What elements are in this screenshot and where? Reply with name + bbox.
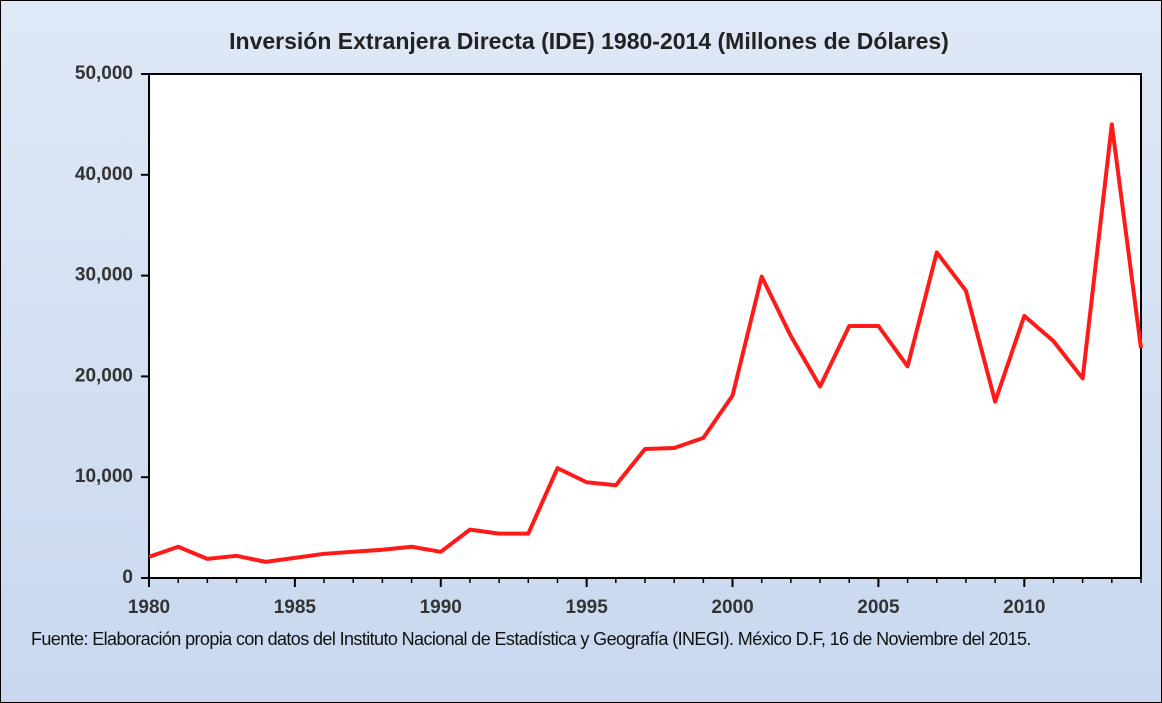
y-tick-label: 10,000 [75, 466, 133, 487]
plot-area [148, 73, 1142, 579]
y-tick-label: 30,000 [75, 265, 133, 286]
y-tick-label: 20,000 [75, 365, 133, 386]
x-tick-label: 1980 [128, 597, 170, 618]
chart-title: Inversión Extranjera Directa (IDE) 1980-… [229, 28, 949, 54]
x-tick-label: 1995 [566, 597, 609, 618]
data-line [148, 122, 1143, 564]
x-tick-label: 1990 [420, 597, 462, 618]
y-tick-label: 50,000 [75, 63, 133, 84]
x-tick-label: 2000 [711, 597, 753, 618]
y-tick-label: 40,000 [75, 164, 133, 185]
x-tick-label: 2005 [857, 597, 900, 618]
y-tick-label: 0 [122, 567, 133, 588]
source-note: Fuente: Elaboración propia con datos del… [31, 629, 1031, 649]
x-tick-label: 2010 [1003, 597, 1045, 618]
x-tick-label: 1985 [274, 597, 317, 618]
